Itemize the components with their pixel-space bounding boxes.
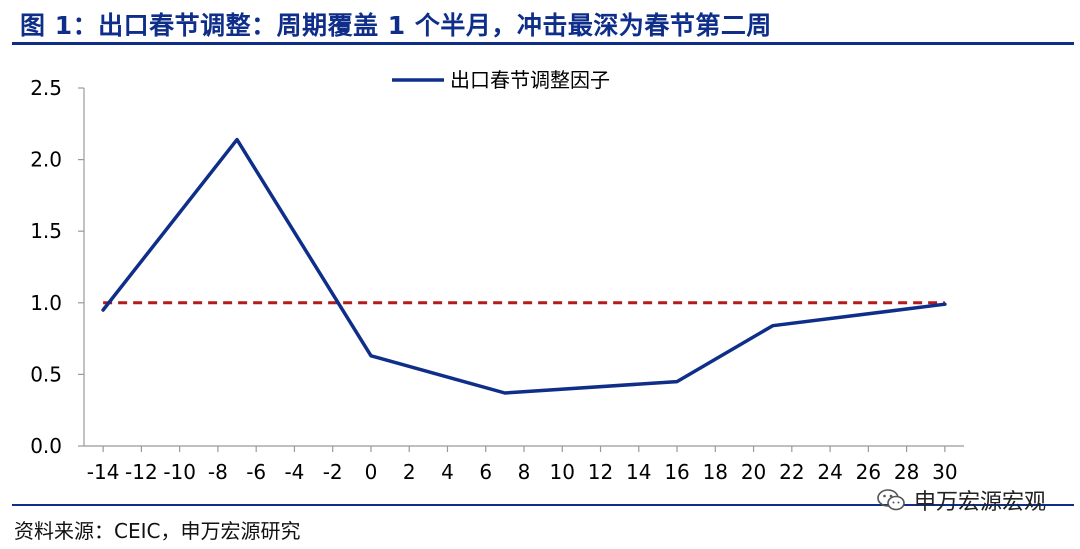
x-tick-label: 8 xyxy=(518,460,531,484)
x-tick-label: 4 xyxy=(441,460,454,484)
series-line xyxy=(101,137,947,395)
x-tick-label: 22 xyxy=(779,460,804,484)
brand-watermark: 申万宏源宏观 xyxy=(876,484,1046,516)
x-tick-label: 10 xyxy=(550,460,575,484)
title-divider xyxy=(12,42,1074,45)
x-tick-label: 20 xyxy=(741,460,766,484)
x-tick-label: 18 xyxy=(703,460,728,484)
x-tick-label: 24 xyxy=(817,460,842,484)
x-tick-label: -12 xyxy=(125,460,158,484)
y-tick-label: 2.0 xyxy=(30,148,62,172)
x-tick-label: 16 xyxy=(664,460,689,484)
x-tick-label: -10 xyxy=(163,460,196,484)
x-tick-label: -4 xyxy=(284,460,304,484)
y-tick-label: 0.5 xyxy=(30,362,62,386)
x-tick-label: -6 xyxy=(246,460,266,484)
line-chart: 0.00.51.01.52.02.5-14 -12 -10 -8 -6 -4 -2 0 2 4 6 8… xyxy=(30,68,964,484)
y-tick-label: 1.0 xyxy=(30,291,62,315)
x-tick-label: 6 xyxy=(479,460,492,484)
x-tick-label: 28 xyxy=(894,460,919,484)
x-tick-label: 0 xyxy=(365,460,378,484)
x-tick-label: -2 xyxy=(323,460,343,484)
footer-divider xyxy=(12,504,1074,506)
legend-label: 出口春节调整因子 xyxy=(450,68,610,92)
plot-area: 0.00.51.01.52.02.5-14 -12 -10 -8 -6 -4 -2 0 2 4 6 8… xyxy=(30,68,964,484)
y-tick-label: 0.0 xyxy=(30,434,62,458)
x-tick-label: 2 xyxy=(403,460,416,484)
x-tick-label: -14 xyxy=(87,460,120,484)
y-tick-label: 2.5 xyxy=(30,76,62,100)
x-tick-label: -8 xyxy=(208,460,228,484)
source-note: 资料来源：CEIC，申万宏源研究 xyxy=(14,519,301,543)
wechat-icon xyxy=(877,489,905,511)
x-tick-label: 30 xyxy=(932,460,957,484)
y-tick-label: 1.5 xyxy=(30,219,62,243)
x-tick-label: 12 xyxy=(588,460,613,484)
brand-label: 申万宏源宏观 xyxy=(913,490,1046,515)
x-tick-label: 14 xyxy=(626,460,651,484)
chart-title: 图 1：出口春节调整：周期覆盖 1 个半月，冲击最深为春节第二周 xyxy=(20,11,772,40)
x-tick-label: 26 xyxy=(856,460,881,484)
